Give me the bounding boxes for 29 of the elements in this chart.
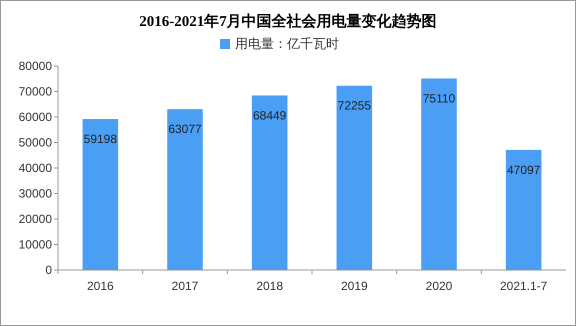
x-tick-label: 2020 — [426, 279, 453, 293]
x-tick-label: 2019 — [340, 279, 368, 293]
legend-label: 用电量：亿千瓦时 — [235, 36, 339, 51]
bar — [252, 95, 288, 270]
y-tick-label: 0 — [45, 263, 52, 277]
y-tick-label: 50000 — [18, 136, 52, 150]
y-tick-label: 70000 — [18, 84, 52, 98]
y-tick-label: 10000 — [18, 238, 52, 252]
y-tick-label: 80000 — [18, 59, 52, 73]
y-tick-label: 60000 — [18, 110, 52, 124]
bar — [167, 109, 203, 270]
x-tick-label: 2018 — [256, 279, 284, 293]
data-label: 59198 — [84, 132, 118, 146]
bar — [421, 78, 457, 270]
data-label: 68449 — [252, 108, 287, 122]
y-tick-label: 20000 — [18, 212, 52, 226]
bar — [506, 150, 542, 270]
x-tick-label: 2017 — [172, 279, 199, 293]
y-tick-label: 40000 — [18, 161, 52, 175]
y-tick-label: 30000 — [18, 186, 52, 200]
x-tick-label: 2016 — [86, 279, 114, 293]
data-label: 75110 — [422, 91, 456, 106]
bar — [336, 86, 372, 270]
bar — [82, 119, 118, 270]
x-tick-label: 2021.1-7 — [500, 279, 548, 293]
data-label: 63077 — [168, 122, 202, 136]
data-label: 72255 — [338, 98, 372, 113]
chart-title: 2016-2021年7月中国全社会用电量变化趋势图 — [139, 12, 437, 30]
data-label: 47097 — [506, 162, 541, 177]
